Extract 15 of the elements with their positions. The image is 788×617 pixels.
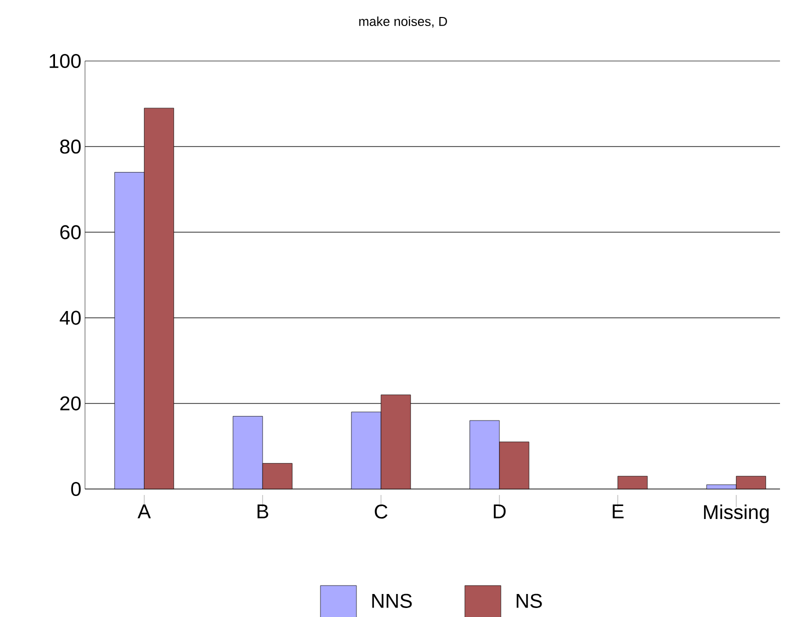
y-tick-label: 0 (71, 482, 81, 496)
y-tick-label: 100 (50, 54, 81, 68)
y-tick-label: 60 (60, 225, 81, 240)
x-tick-label: E (612, 504, 624, 518)
x-tick-label: D (494, 504, 506, 518)
legend-label: NNS (372, 594, 412, 608)
chart-title: make noises, D (359, 16, 447, 28)
y-tick-label: 40 (60, 310, 81, 325)
x-tick-label: B (258, 504, 268, 518)
y-tick-label: 80 (60, 140, 81, 154)
y-tick-label: 20 (60, 396, 81, 410)
x-tick-label: A (138, 504, 151, 518)
x-tick-label: Missing (704, 504, 769, 524)
legend-label: NS (516, 594, 542, 608)
x-tick-label: C (374, 504, 388, 519)
